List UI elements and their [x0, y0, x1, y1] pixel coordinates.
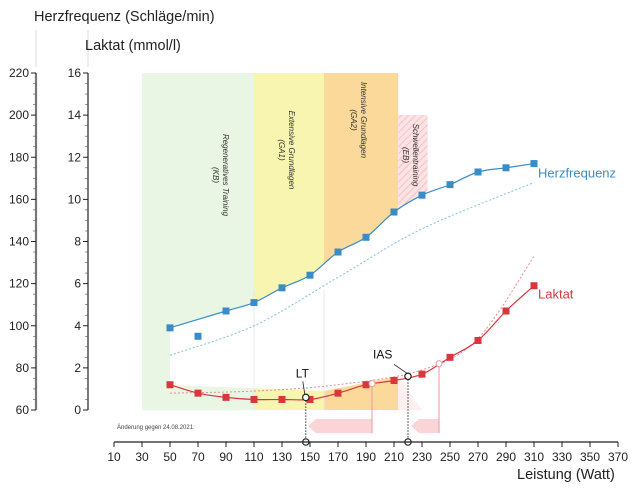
previous-ias-marker: [435, 360, 443, 368]
change-note: Änderung gegen 24.08.2021:: [117, 424, 195, 431]
data-point-laktat: [250, 395, 258, 403]
threshold-label-lt: LT: [296, 366, 310, 380]
x-tick-label: 190: [356, 450, 376, 464]
axes-layer: 60 80 100 120 140 160 180 200 220 0 2 4 6 8 10 12 14 16 10…: [9, 30, 628, 464]
x-tick-label: 290: [496, 450, 516, 464]
y-tick-label-la: 16: [68, 66, 82, 80]
x-tick-label: 30: [135, 450, 149, 464]
plot-white-area: [170, 163, 534, 410]
x-tick-label: 150: [300, 450, 320, 464]
y-tick-label-la: 0: [74, 403, 81, 417]
threshold-marker-ias: [404, 372, 412, 381]
reference-lines-layer: [169, 182, 535, 394]
data-point-laktat: [502, 307, 510, 315]
x-tick-label: 70: [191, 450, 205, 464]
threshold-marker-lt: [301, 393, 310, 402]
data-point-laktat: [334, 389, 342, 397]
data-point-herzfrequenz: [194, 332, 202, 340]
previous-lt-marker: [368, 380, 376, 388]
y-tick-label-hr: 160: [9, 192, 29, 206]
y-tick-label-la: 4: [74, 319, 81, 333]
y-tick-label-hr: 120: [9, 277, 29, 291]
data-point-herzfrequenz: [278, 284, 286, 292]
y-tick-label-hr: 100: [9, 319, 29, 333]
y-axis-title-la: Laktat (mmol/l): [85, 38, 181, 54]
x-tick-label: 350: [580, 450, 600, 464]
y-axis-title-hr: Herzfrequenz (Schläge/min): [34, 9, 215, 25]
zone-label: Regeneratives Training(KB): [211, 134, 230, 217]
data-point-herzfrequenz: [306, 271, 314, 279]
data-point-laktat: [446, 353, 454, 361]
zones-layer: Regeneratives Training(KB) Extensive Grun…: [142, 73, 534, 410]
x-tick-label: 250: [440, 450, 460, 464]
threshold-leader: [393, 363, 408, 374]
data-point-herzfrequenz: [530, 160, 538, 168]
data-point-herzfrequenz: [390, 208, 398, 216]
y-tick-label-la: 6: [74, 277, 81, 291]
y-tick-label-la: 2: [74, 361, 81, 375]
data-point-herzfrequenz: [166, 324, 174, 332]
data-point-laktat: [222, 393, 230, 401]
grid-layer: [253, 290, 325, 410]
series-layer: Herzfrequenz Laktat LT IAS: [166, 160, 616, 446]
series-label-herzfrequenz: Herzfrequenz: [538, 166, 616, 181]
data-point-laktat: [418, 370, 426, 378]
x-tick-label: 310: [524, 450, 544, 464]
data-point-herzfrequenz: [502, 164, 510, 172]
data-point-laktat: [194, 389, 202, 397]
data-point-herzfrequenz: [474, 168, 482, 176]
x-tick-label: 330: [552, 450, 572, 464]
y-tick-label-hr: 80: [16, 361, 30, 375]
threshold-leader: [302, 381, 306, 395]
x-tick-label: 230: [412, 450, 432, 464]
change-flag: [411, 419, 439, 433]
y-tick-label-hr: 180: [9, 150, 29, 164]
data-point-laktat: [166, 381, 174, 389]
zone-label: Intensive Grundlagen(GA2): [349, 82, 368, 159]
y-tick-label-hr: 60: [16, 403, 30, 417]
y-tick-label-la: 8: [74, 235, 81, 249]
data-point-herzfrequenz: [362, 233, 370, 241]
data-point-laktat: [530, 282, 538, 290]
y-tick-label-la: 10: [68, 192, 82, 206]
y-tick-label-la: 12: [68, 150, 82, 164]
zone-label: Schwellentraining(EB): [401, 124, 420, 187]
change-flag: [308, 419, 372, 433]
x-tick-label: 130: [272, 450, 292, 464]
y-tick-label-hr: 140: [9, 235, 29, 249]
x-tick-label: 370: [608, 450, 628, 464]
x-tick-label: 50: [163, 450, 177, 464]
data-point-laktat: [390, 377, 398, 385]
y-tick-label-la: 14: [68, 108, 82, 122]
x-tick-label: 170: [328, 450, 348, 464]
data-point-herzfrequenz: [418, 191, 426, 199]
data-point-herzfrequenz: [222, 307, 230, 315]
y-tick-label-hr: 220: [9, 66, 29, 80]
x-tick-label: 270: [468, 450, 488, 464]
data-point-herzfrequenz: [334, 248, 342, 256]
x-axis-title: Leistung (Watt): [517, 467, 615, 483]
data-point-laktat: [474, 336, 482, 344]
data-point-laktat: [306, 395, 314, 403]
x-tick-label: 10: [107, 450, 121, 464]
threshold-label-ias: IAS: [373, 347, 392, 361]
data-point-laktat: [278, 395, 286, 403]
x-tick-label: 90: [219, 450, 233, 464]
reference-line-la: [169, 255, 535, 394]
data-point-laktat: [362, 381, 370, 389]
data-point-herzfrequenz: [250, 299, 258, 307]
data-point-herzfrequenz: [446, 181, 454, 189]
x-tick-label: 110: [244, 450, 263, 464]
zone-label: Extensive Grundlagen(GA1): [277, 111, 296, 190]
series-label-laktat: Laktat: [538, 287, 574, 302]
y-tick-label-hr: 200: [9, 108, 29, 122]
x-tick-label: 210: [384, 450, 404, 464]
